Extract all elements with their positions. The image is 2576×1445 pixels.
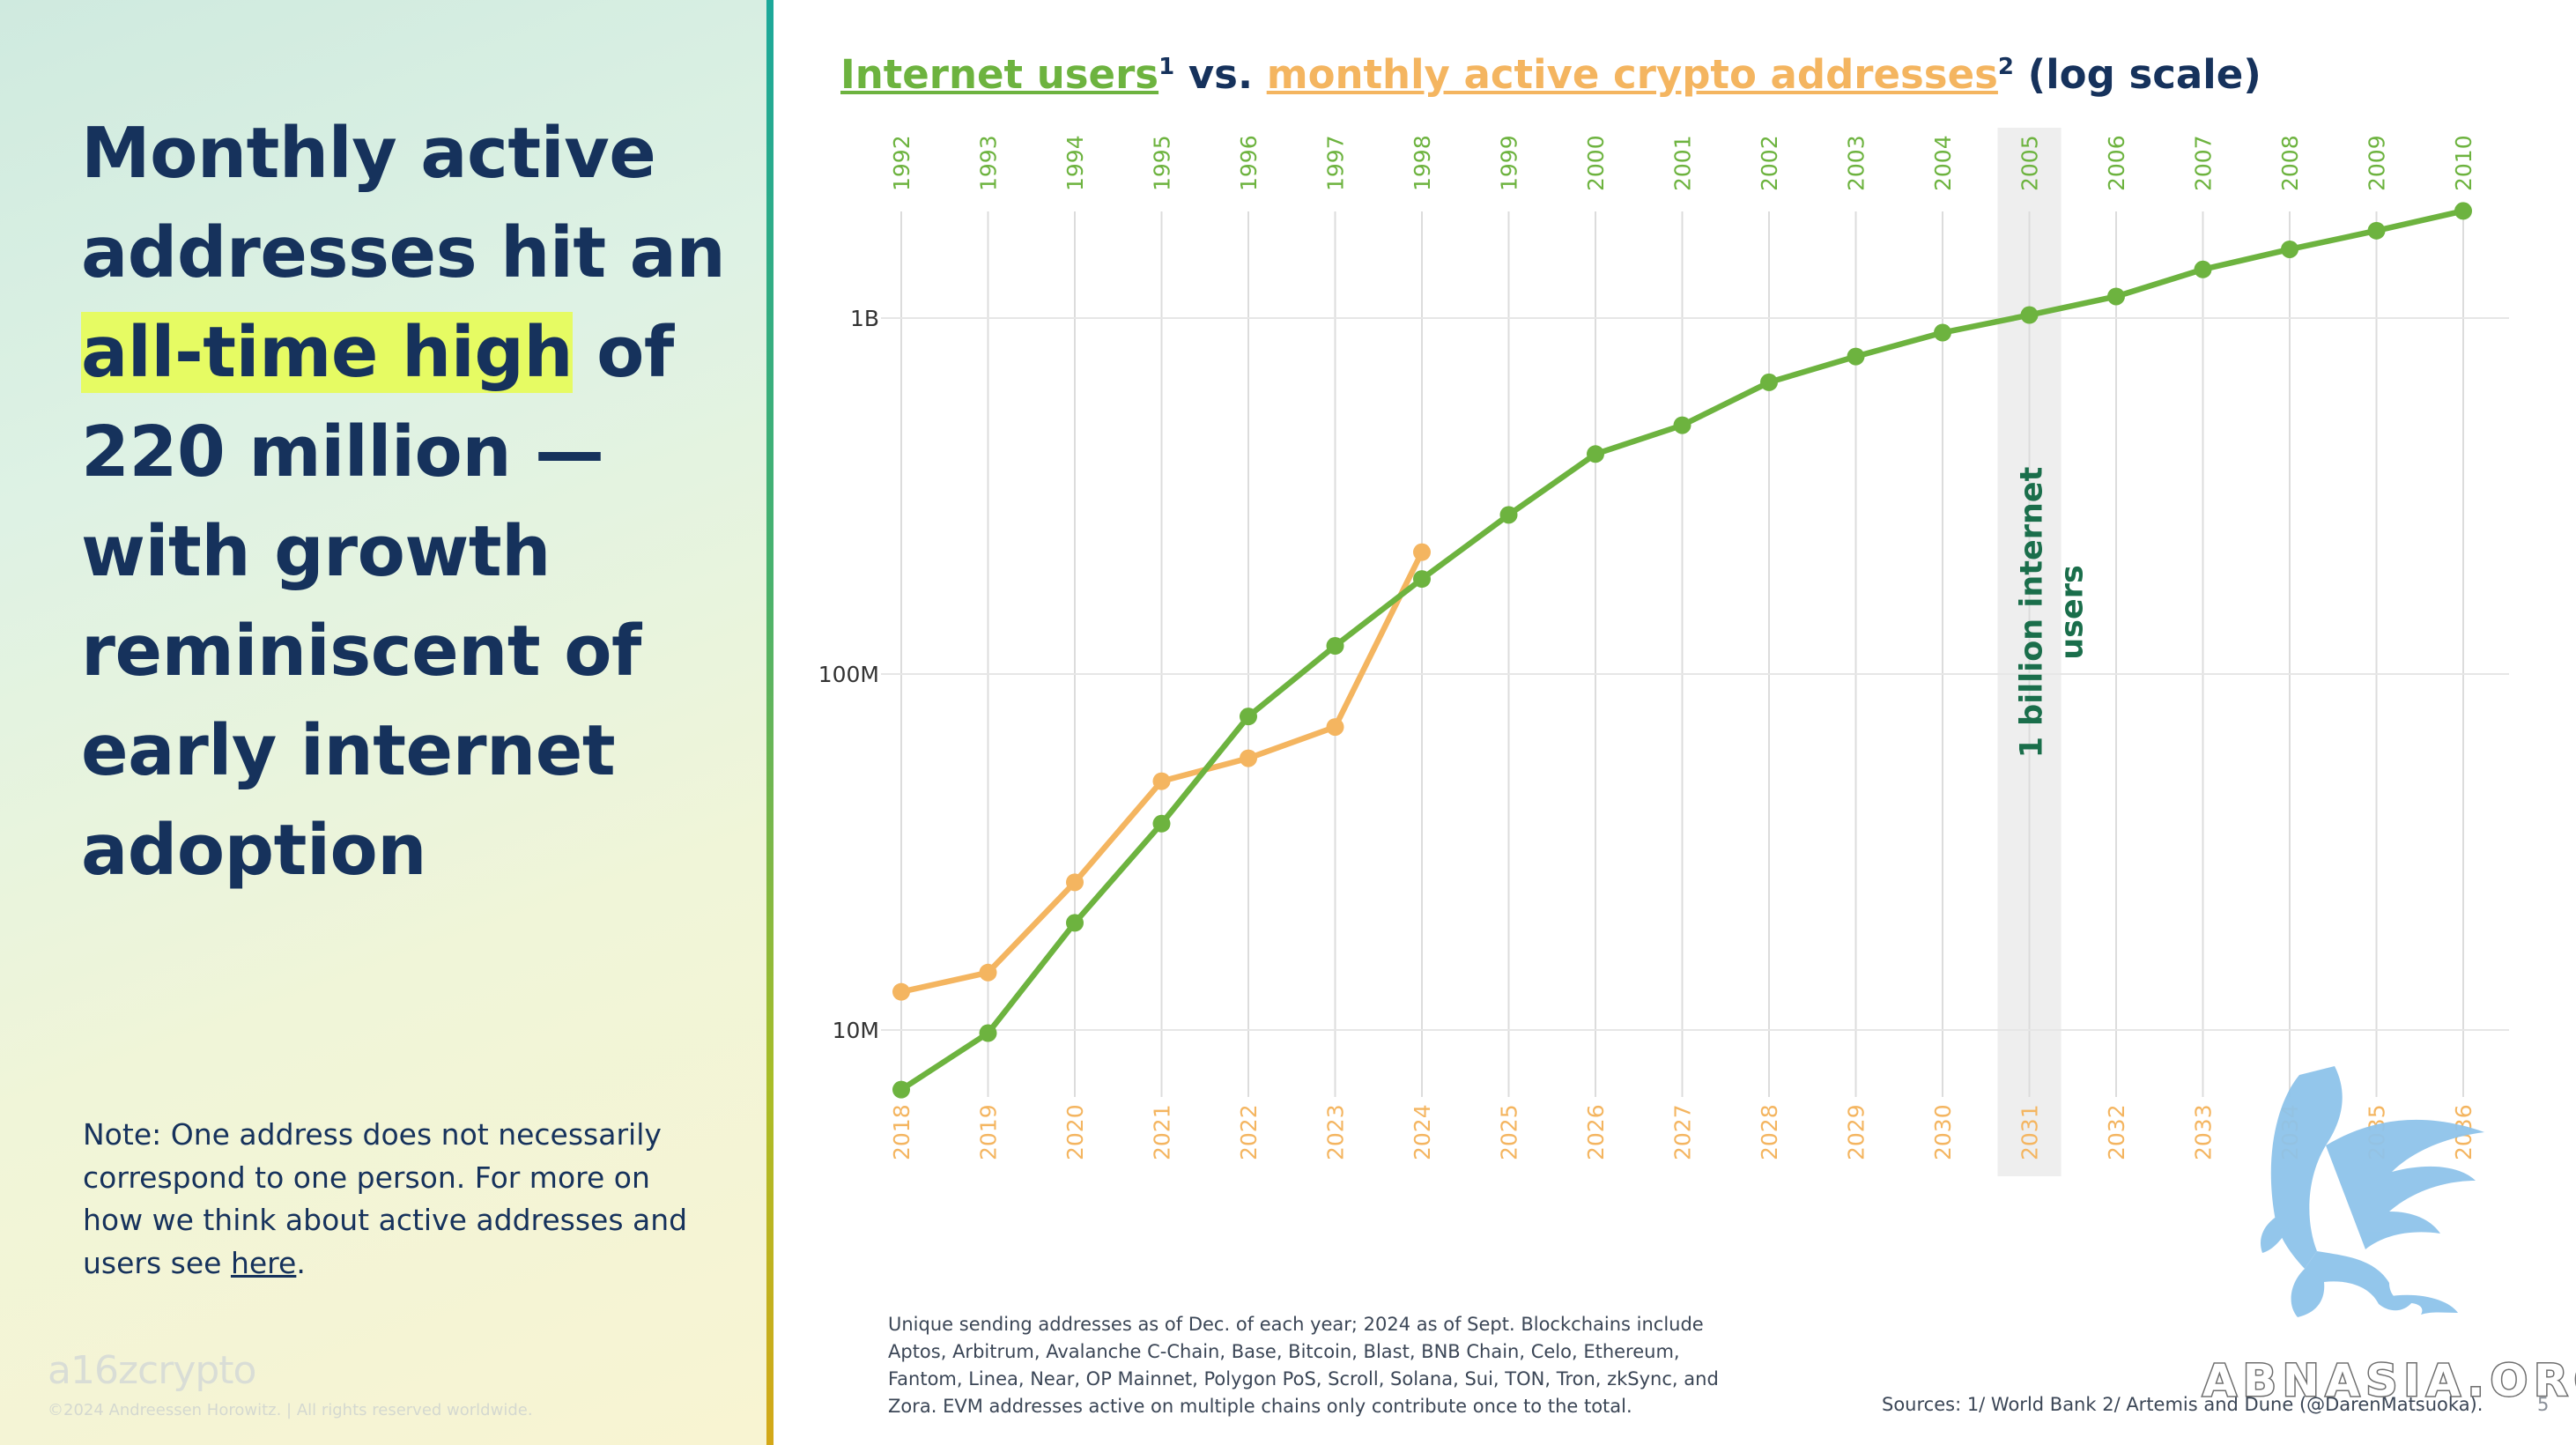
sources: Sources: 1/ World Bank 2/ Artemis and Du… (1882, 1394, 2483, 1415)
internet-users-point (892, 1080, 910, 1099)
internet-users-point (1240, 708, 1257, 726)
x-bottom-tick-label: 2028 (1757, 1104, 1782, 1160)
x-bottom-tick-label: 2030 (1930, 1104, 1956, 1160)
page-number: 5 (2537, 1394, 2550, 1415)
x-top-tick-label: 1998 (1410, 135, 1435, 191)
internet-users-point (1847, 347, 1865, 366)
crypto-addresses-point (892, 982, 910, 1001)
y-tick-label: 10M (833, 1018, 879, 1043)
x-bottom-tick-label: 2022 (1236, 1104, 1262, 1160)
crypto-addresses-point (1240, 749, 1257, 767)
x-top-tick-label: 2009 (2365, 135, 2390, 191)
x-top-tick-label: 2001 (1670, 135, 1696, 191)
x-bottom-tick-label: 2020 (1062, 1104, 1088, 1160)
left-panel: Monthly active addresses hit an all-time… (0, 0, 766, 1445)
x-bottom-tick-label: 2023 (1323, 1104, 1349, 1160)
crypto-addresses-point (1413, 543, 1431, 561)
y-tick-label: 1B (850, 306, 879, 331)
x-bottom-tick-label: 2026 (1583, 1104, 1609, 1160)
title-suffix: (log scale) (2014, 51, 2261, 98)
title-vs: vs. (1174, 51, 1267, 98)
x-top-tick-label: 1992 (889, 135, 914, 191)
internet-users-point (2194, 260, 2212, 278)
crypto-addresses-point (979, 963, 997, 982)
x-top-tick-label: 2000 (1583, 135, 1609, 191)
internet-users-point (1673, 416, 1691, 434)
x-top-tick-label: 1995 (1150, 135, 1175, 191)
crypto-addresses-point (1326, 718, 1344, 737)
internet-users-point (2107, 287, 2125, 306)
x-top-tick-label: 1994 (1062, 135, 1088, 191)
x-top-tick-label: 1997 (1323, 135, 1349, 191)
internet-users-point (1934, 323, 1951, 342)
x-bottom-tick-label: 2024 (1410, 1104, 1435, 1160)
x-top-tick-label: 2004 (1930, 135, 1956, 191)
internet-users-point (1413, 570, 1431, 589)
title-internet-users: Internet users (840, 51, 1159, 98)
note-link[interactable]: here (230, 1245, 297, 1280)
headline-part-1: Monthly active addresses hit an (81, 113, 726, 293)
x-bottom-tick-label: 2019 (976, 1104, 1002, 1160)
internet-users-point (1326, 637, 1344, 656)
title-footnote-1: 1 (1158, 54, 1175, 80)
internet-users-point (979, 1024, 997, 1042)
x-bottom-tick-label: 2025 (1497, 1104, 1522, 1160)
watermark-text: ABNASIA.ORG (2202, 1354, 2576, 1408)
a16z-crypto-logo: a16zcrypto (48, 1348, 256, 1393)
internet-users-point (1760, 373, 1778, 391)
copyright: ©2024 Andreessen Horowitz. | All rights … (48, 1401, 533, 1419)
x-bottom-tick-label: 2033 (2191, 1104, 2217, 1160)
note-end: . (296, 1245, 306, 1280)
internet-users-point (1587, 445, 1604, 463)
x-top-tick-label: 2008 (2277, 135, 2303, 191)
x-bottom-tick-label: 2021 (1150, 1104, 1175, 1160)
title-footnote-2: 2 (1997, 54, 2014, 80)
griffin-watermark-icon (2260, 1066, 2484, 1317)
highlight-annotation: 1 billion internet users (2015, 467, 2091, 759)
x-bottom-tick-label: 2031 (2017, 1104, 2043, 1160)
x-top-tick-label: 2006 (2104, 135, 2129, 191)
note-text: Note: One address does not necessarily c… (83, 1117, 688, 1280)
internet-users-point (1499, 506, 1518, 524)
x-bottom-tick-label: 2027 (1670, 1104, 1696, 1160)
internet-users-point (1066, 914, 1084, 932)
note: Note: One address does not necessarily c… (83, 1114, 700, 1285)
x-bottom-tick-label: 2032 (2104, 1104, 2129, 1160)
x-top-tick-label: 2007 (2191, 135, 2217, 191)
internet-users-point (2281, 240, 2298, 258)
x-top-tick-label: 1996 (1236, 135, 1262, 191)
x-top-tick-label: 2010 (2451, 135, 2476, 191)
internet-users-point (2454, 202, 2472, 220)
x-bottom-tick-label: 2018 (889, 1104, 914, 1160)
x-top-tick-label: 2005 (2017, 135, 2043, 191)
panel-divider (766, 0, 774, 1445)
crypto-addresses-point (1152, 772, 1171, 790)
x-bottom-tick-label: 2029 (1844, 1104, 1869, 1160)
x-top-tick-label: 1999 (1497, 135, 1522, 191)
x-top-tick-label: 1993 (976, 135, 1002, 191)
internet-users-point (2367, 221, 2386, 240)
internet-users-point (1152, 814, 1171, 833)
headline-highlight: all-time high (81, 312, 574, 393)
y-tick-label: 100M (818, 662, 879, 687)
crypto-addresses-point (1066, 873, 1084, 892)
headline-part-2: of 220 million — with growth reminiscent… (81, 312, 674, 891)
chart-title: Internet users1 vs. monthly active crypt… (840, 51, 2261, 98)
x-top-tick-label: 2003 (1844, 135, 1869, 191)
internet-users-point (2020, 306, 2039, 324)
chart-footnote: Unique sending addresses as of Dec. of e… (888, 1314, 1719, 1417)
title-crypto-addresses: monthly active crypto addresses (1266, 51, 1998, 98)
x-top-tick-label: 2002 (1757, 135, 1782, 191)
headline: Monthly active addresses hit an all-time… (81, 104, 733, 900)
